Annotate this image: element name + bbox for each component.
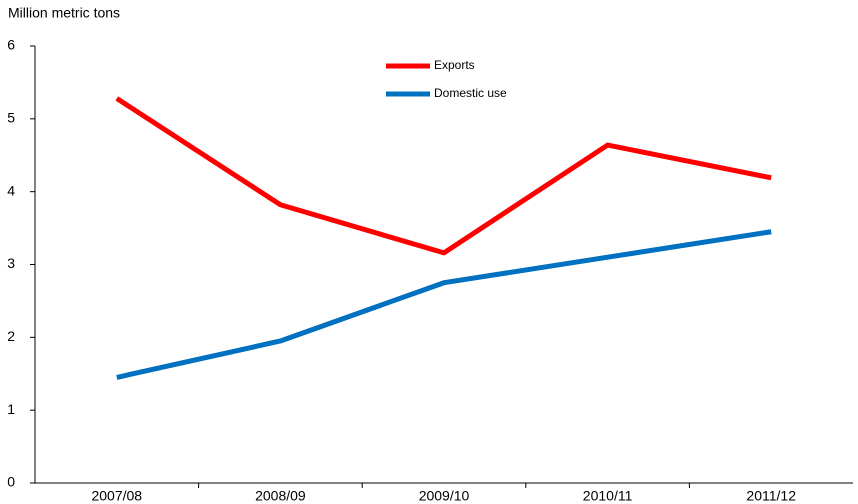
y-tick-label: 3: [7, 255, 15, 271]
y-tick-label: 6: [7, 37, 15, 53]
x-tick-label: 2008/09: [255, 488, 306, 504]
y-tick-label: 5: [7, 110, 15, 126]
data-line: [115, 96, 772, 256]
y-tick-label: 4: [7, 182, 15, 198]
x-tick-label: 2011/12: [746, 488, 796, 504]
legend-label: Exports: [434, 58, 475, 72]
x-tick-label: 2007/08: [91, 488, 142, 504]
data-line: [116, 229, 772, 380]
x-tick-label: 2009/10: [419, 488, 470, 504]
y-tick-label: 2: [7, 328, 15, 344]
x-tick-label: 2010/11: [583, 488, 633, 504]
legend-label: Domestic use: [434, 86, 507, 100]
y-axis-label: Million metric tons: [8, 5, 120, 21]
y-tick-label: 1: [7, 401, 15, 417]
y-tick-label: 0: [7, 474, 15, 490]
